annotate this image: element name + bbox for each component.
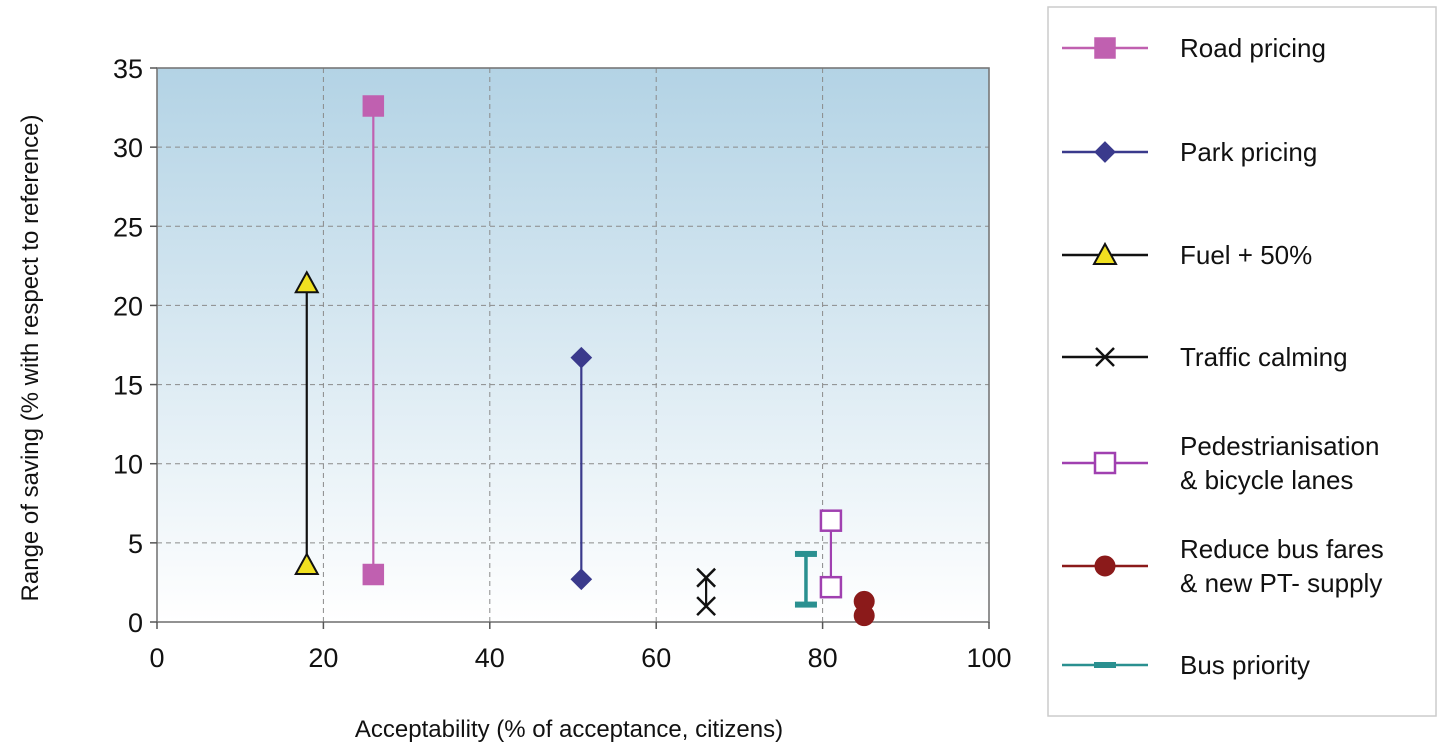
x-tick-label: 100 bbox=[966, 643, 1011, 673]
y-axis-title: Range of saving (% with respect to refer… bbox=[17, 115, 44, 602]
legend-label: Traffic calming bbox=[1180, 342, 1348, 372]
y-tick-label: 20 bbox=[113, 291, 143, 321]
series-3 bbox=[294, 270, 320, 576]
data-point-high bbox=[294, 270, 320, 294]
data-point-high bbox=[696, 567, 717, 588]
data-point-high bbox=[362, 95, 385, 117]
legend-label: Pedestrianisation bbox=[1180, 431, 1379, 461]
legend-item: Park pricing bbox=[1062, 137, 1317, 167]
legend-marker bbox=[1093, 451, 1117, 475]
series-1 bbox=[362, 95, 385, 586]
legend-item: Reduce bus fares & new PT- supply bbox=[1062, 534, 1384, 598]
ticks: 0 20 40 60 80 100 0 5 10 15 20 25 30 35 bbox=[113, 54, 1012, 673]
x-tick-label: 60 bbox=[641, 643, 671, 673]
legend-item: Bus priority bbox=[1062, 650, 1310, 680]
data-point-low bbox=[794, 601, 817, 608]
legend-label: Park pricing bbox=[1180, 137, 1317, 167]
legend-label: Bus priority bbox=[1180, 650, 1310, 680]
legend-item: Traffic calming bbox=[1062, 342, 1348, 372]
data-point-high bbox=[819, 509, 843, 532]
series-4 bbox=[696, 567, 717, 617]
legend: Road pricing Park pricing Fuel + 50% Traffi… bbox=[1062, 33, 1384, 680]
legend-marker bbox=[1094, 141, 1116, 163]
legend-marker bbox=[1092, 241, 1118, 265]
legend-item: Pedestrianisation & bicycle lanes bbox=[1062, 431, 1379, 495]
y-tick-label: 30 bbox=[113, 133, 143, 163]
series-7 bbox=[794, 550, 817, 608]
series-6 bbox=[853, 590, 875, 627]
y-tick-label: 10 bbox=[113, 450, 143, 480]
legend-label: Fuel + 50% bbox=[1180, 240, 1312, 270]
series-5 bbox=[819, 509, 843, 599]
y-tick-label: 25 bbox=[113, 212, 143, 242]
y-tick-label: 15 bbox=[113, 371, 143, 401]
legend-item: Road pricing bbox=[1062, 33, 1326, 63]
legend-marker bbox=[1094, 555, 1116, 577]
data-point-low bbox=[819, 575, 843, 599]
x-tick-label: 0 bbox=[149, 643, 164, 673]
legend-label: & new PT- supply bbox=[1180, 568, 1382, 598]
grid bbox=[157, 68, 989, 622]
legend-marker bbox=[1094, 662, 1116, 668]
y-tick-label: 0 bbox=[128, 608, 143, 638]
x-tick-label: 40 bbox=[475, 643, 505, 673]
plot-border bbox=[156, 67, 990, 623]
legend-marker bbox=[1095, 347, 1115, 367]
x-axis-title: Acceptability (% of acceptance, citizens… bbox=[355, 716, 783, 743]
data-point-low bbox=[294, 551, 320, 576]
data-point-high bbox=[794, 550, 817, 557]
legend-box bbox=[1047, 6, 1437, 717]
legend-label: Road pricing bbox=[1180, 33, 1326, 63]
series-2 bbox=[570, 346, 593, 591]
y-tick-label: 35 bbox=[113, 54, 143, 84]
data-point-low bbox=[362, 563, 385, 586]
legend-label: & bicycle lanes bbox=[1180, 465, 1353, 495]
x-tick-label: 20 bbox=[308, 643, 338, 673]
data-series bbox=[294, 95, 875, 627]
legend-item: Fuel + 50% bbox=[1062, 240, 1312, 270]
data-point-low bbox=[570, 568, 593, 591]
data-point-high bbox=[570, 346, 593, 369]
data-point-low bbox=[696, 596, 717, 617]
legend-label: Reduce bus fares bbox=[1180, 534, 1384, 564]
plot-area bbox=[157, 68, 989, 622]
y-tick-label: 5 bbox=[128, 529, 143, 559]
data-point-low bbox=[853, 605, 875, 627]
legend-marker bbox=[1094, 37, 1116, 59]
x-tick-label: 80 bbox=[808, 643, 838, 673]
